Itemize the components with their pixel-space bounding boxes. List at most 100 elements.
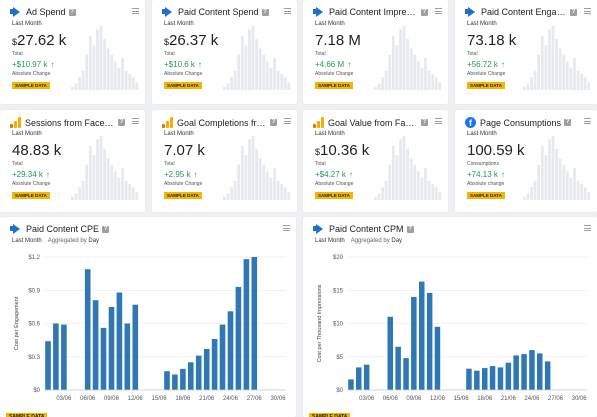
sparkline-bar [420, 177, 424, 200]
menu-icon[interactable] [284, 118, 291, 124]
chart-bar [53, 323, 59, 390]
sparkline-bar [128, 184, 132, 200]
menu-icon[interactable] [132, 8, 139, 14]
y-tick-label: $15 [333, 288, 344, 294]
sparkline-bar [248, 139, 251, 200]
sparkline-bar [124, 180, 128, 200]
period-text: Last Month [315, 238, 345, 244]
kpi-card[interactable]: Sessions from Faceb...? Last Month 48.83… [0, 110, 145, 212]
sparkline-bar [265, 61, 269, 90]
chart-card[interactable]: $0 $0.3 $0.6 $0.9 $1.2 Cost per Engagement 03/… [0, 217, 296, 417]
menu-icon[interactable] [435, 8, 442, 14]
sparkline-bar [533, 70, 537, 90]
menu-icon[interactable] [283, 225, 290, 231]
value-label: Consumptions [467, 161, 499, 167]
x-tick-label: 03/06 [359, 396, 375, 402]
sparkline-bar [92, 45, 96, 90]
chart-bar [544, 361, 551, 390]
sparkline-bar [558, 48, 562, 90]
chart-bar [466, 368, 472, 390]
help-icon[interactable]: ? [421, 8, 428, 16]
chart-bar [235, 286, 242, 390]
x-tick-label: 09/06 [406, 396, 422, 402]
arrow-up-icon: ↑ [45, 170, 50, 179]
help-icon[interactable]: ? [261, 8, 269, 16]
sparkline-bar [287, 82, 291, 90]
period-label: Last Month [467, 131, 497, 137]
sample-data-badge: SAMPLE DATA [315, 82, 353, 89]
aggregation-label: Aggregated by Day [48, 238, 99, 244]
chart-bar [348, 379, 354, 390]
sparkline-bar [434, 187, 438, 200]
help-icon[interactable]: ? [421, 119, 428, 126]
change-label: Absolute change [467, 181, 505, 187]
period-label: Last Month Aggregated by Day [315, 238, 402, 244]
help-icon[interactable]: ? [406, 225, 414, 233]
sparkline-bar [565, 171, 569, 200]
change-number: +4.66 M [315, 60, 345, 69]
menu-icon[interactable] [584, 225, 591, 231]
help-icon[interactable]: ? [270, 119, 277, 126]
sparkline-bar [269, 67, 273, 90]
kpi-value: 7.18 M [315, 32, 361, 49]
change-number: +$4.27 k [315, 170, 346, 179]
menu-icon[interactable] [435, 118, 442, 124]
change-value: +$10.6 k ↑ [164, 60, 202, 69]
kpi-card[interactable]: Paid Content Impressio...? Last Month 7.… [303, 0, 448, 104]
sparkline [374, 26, 442, 90]
kpi-card[interactable]: Goal Value from Face...? Last Month $10.… [303, 110, 448, 212]
kpi-value-number: 73.18 k [467, 32, 517, 49]
sparkline-bar [399, 29, 402, 90]
help-icon[interactable]: ? [564, 119, 572, 126]
kpi-card[interactable]: Goal Completions fro...? Last Month 7.07… [152, 110, 297, 212]
help-icon[interactable]: ? [102, 225, 110, 233]
kpi-card[interactable]: Paid Content Spend? Last Month $26.37 k … [152, 0, 297, 104]
kpi-value: 100.59 k [467, 142, 525, 159]
kpi-value: $26.37 k [164, 32, 218, 49]
menu-icon[interactable] [284, 8, 291, 14]
chart-card[interactable]: $0 $5 $10 $15 $20 Cost per Thousand Impressio… [303, 217, 597, 417]
sparkline-bar [258, 48, 262, 90]
sparkline-bar [576, 180, 580, 200]
chart-bar [505, 362, 512, 390]
kpi-value: $27.62 k [12, 32, 66, 49]
change-value: +29.34 k ↑ [12, 170, 50, 179]
sample-data-badge: SAMPLE DATA [164, 82, 202, 89]
menu-icon[interactable] [132, 118, 139, 124]
menu-icon[interactable] [584, 8, 591, 14]
sparkline-bar [377, 193, 381, 200]
help-icon[interactable]: ? [118, 119, 125, 126]
chart-bar [474, 370, 480, 390]
sparkline-bar [530, 77, 533, 90]
sparkline-bar [113, 61, 117, 90]
menu-icon[interactable] [584, 118, 591, 124]
chart-bar [219, 324, 226, 390]
kpi-title: Paid Content Spend [178, 7, 259, 17]
sparkline-bar [555, 38, 558, 90]
sparkline-bar [103, 148, 106, 200]
kpi-card[interactable]: f Page Consumptions? Last Month 100.59 k … [455, 110, 597, 212]
sparkline-bar [273, 168, 276, 200]
change-label: Absolute Change [164, 181, 203, 187]
sparkline-bar [580, 184, 584, 200]
kpi-card[interactable]: Ad Spend? Last Month $27.62 k Total +$10… [0, 0, 145, 104]
sparkline-bar [431, 74, 435, 90]
change-value: +56.72 k ↑ [467, 60, 505, 69]
help-icon[interactable]: ? [68, 8, 76, 16]
chart-bar [100, 327, 107, 390]
sparkline-bar [431, 184, 435, 200]
sparkline-bar [269, 177, 273, 200]
period-label: Last Month [164, 21, 194, 27]
change-label: Absolute Change [315, 181, 354, 187]
x-tick-label: 27/06 [247, 396, 263, 402]
sparkline-bar [377, 83, 381, 90]
kpi-card[interactable]: Paid Content Engage...? Last Month 73.18… [455, 0, 597, 104]
sparkline-bar [106, 48, 110, 90]
sparkline-bar [255, 38, 258, 90]
sparkline-bar [226, 83, 230, 90]
help-icon[interactable]: ? [570, 8, 577, 16]
x-tick-label: 15/06 [152, 396, 168, 402]
sparkline-bar [262, 54, 266, 90]
chart-bar [132, 304, 139, 390]
sparkline-bar [381, 77, 384, 90]
